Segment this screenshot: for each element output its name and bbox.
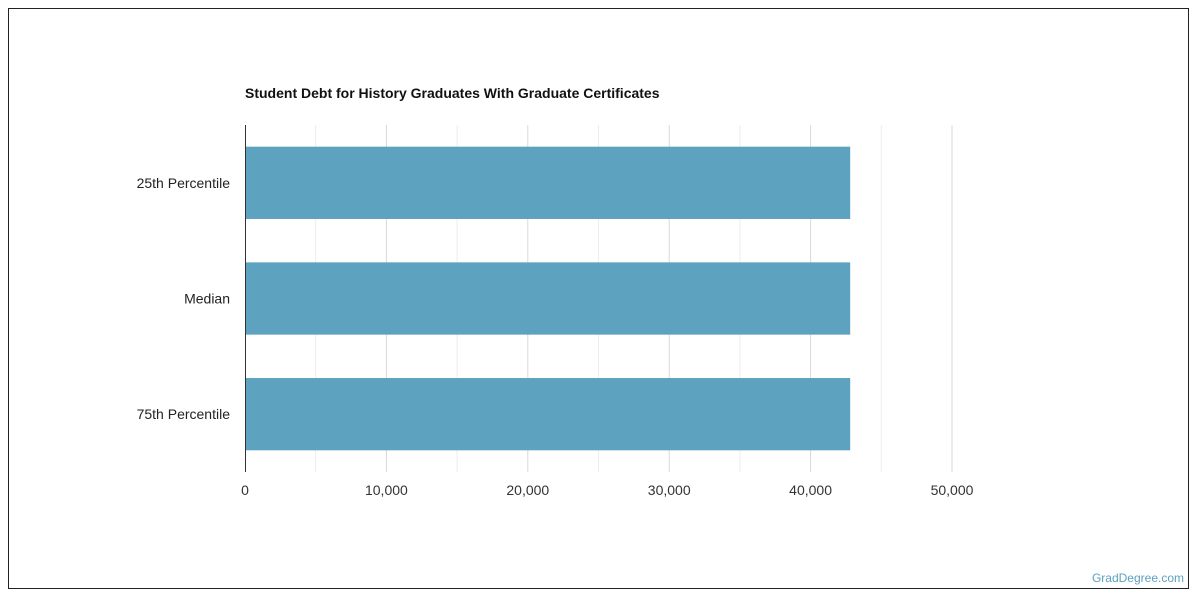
bar: [245, 146, 851, 219]
x-tick-label: 20,000: [506, 482, 549, 498]
labels: 25th Percentile Median 75th Percentile 0 10,…: [137, 175, 974, 498]
bars: [245, 146, 851, 451]
x-tick-label: 10,000: [365, 482, 408, 498]
x-tick-label: 40,000: [789, 482, 832, 498]
category-label: Median: [184, 291, 230, 307]
watermark-link[interactable]: GradDegree.com: [1091, 571, 1184, 585]
chart-title: Student Debt for History Graduates With …: [245, 85, 660, 101]
x-tick-label: 30,000: [648, 482, 691, 498]
category-label: 25th Percentile: [137, 175, 231, 191]
bar: [245, 262, 851, 335]
category-label: 75th Percentile: [137, 406, 231, 422]
x-tick-label: 50,000: [931, 482, 974, 498]
x-tick-label: 0: [241, 482, 249, 498]
bar: [245, 378, 851, 451]
